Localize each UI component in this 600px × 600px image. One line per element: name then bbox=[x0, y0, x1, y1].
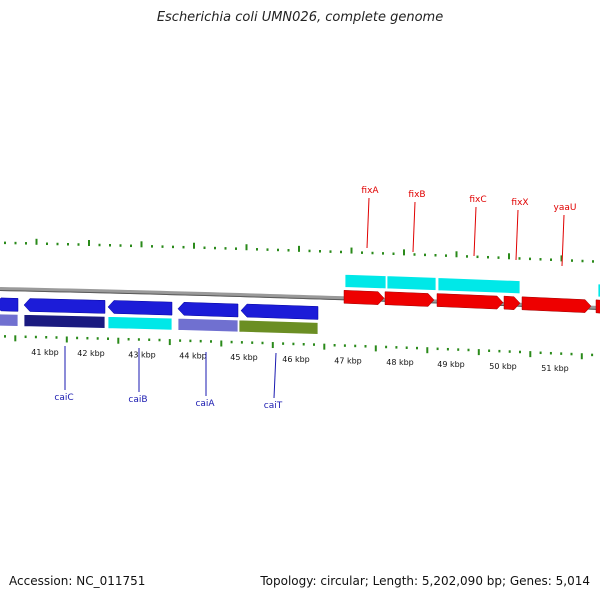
scale-label: 45 kbp bbox=[230, 353, 258, 362]
gene-arrow-forward[interactable] bbox=[436, 293, 504, 310]
genome-summary-text: Topology: circular; Length: 5,202,090 bp… bbox=[260, 574, 590, 588]
gene-label-caiC[interactable]: caiC bbox=[54, 393, 73, 403]
gene-leader-line bbox=[515, 209, 519, 261]
gene-arrow-reverse[interactable] bbox=[23, 298, 106, 314]
gene-arrow-forward[interactable] bbox=[384, 291, 435, 307]
gene-arrow-forward[interactable] bbox=[503, 295, 521, 310]
gene-leader-line bbox=[473, 206, 477, 257]
scale-label: 51 kbp bbox=[541, 364, 569, 373]
gene-arrow-forward[interactable] bbox=[595, 299, 600, 314]
gene-feature-box[interactable] bbox=[238, 319, 319, 335]
gene-arrow-reverse[interactable] bbox=[0, 297, 19, 312]
scale-label: 42 kbp bbox=[77, 349, 105, 358]
gene-arrow-reverse[interactable] bbox=[107, 300, 173, 316]
gene-label-caiA[interactable]: caiA bbox=[195, 399, 215, 409]
scale-label: 50 kbp bbox=[489, 362, 517, 371]
gene-label-caiB[interactable]: caiB bbox=[128, 395, 147, 405]
gene-feature-box[interactable] bbox=[386, 275, 437, 291]
gene-leader-line bbox=[273, 352, 277, 399]
gene-arrow-reverse[interactable] bbox=[177, 302, 239, 318]
gene-feature-box[interactable] bbox=[23, 314, 106, 329]
gene-label-fixA[interactable]: fixA bbox=[361, 186, 379, 196]
gene-feature-box[interactable] bbox=[437, 277, 521, 295]
map-title: Escherichia coli UMN026, complete genome bbox=[156, 10, 444, 25]
scale-label: 48 kbp bbox=[386, 358, 414, 367]
gene-leader-line bbox=[412, 201, 416, 253]
gene-label-yaaU[interactable]: yaaU bbox=[554, 203, 577, 213]
scale-label: 44 kbp bbox=[179, 352, 207, 361]
accession-text: Accession: NC_011751 bbox=[9, 574, 146, 588]
gene-arrow-forward[interactable] bbox=[343, 290, 385, 305]
gene-label-fixX[interactable]: fixX bbox=[511, 198, 528, 208]
gene-label-caiT[interactable]: caiT bbox=[264, 401, 283, 411]
gene-feature-box[interactable] bbox=[177, 317, 239, 333]
gene-feature-box[interactable] bbox=[107, 316, 173, 331]
scale-label: 49 kbp bbox=[437, 360, 465, 369]
gene-label-fixC[interactable]: fixC bbox=[469, 195, 486, 205]
gene-leader-line bbox=[561, 214, 565, 267]
scale-label: 41 kbp bbox=[31, 348, 59, 357]
gene-arrow-forward[interactable] bbox=[521, 296, 592, 313]
gene-leader-line bbox=[366, 197, 370, 249]
scale-label: 43 kbp bbox=[128, 350, 156, 359]
gene-arrow-reverse[interactable] bbox=[240, 303, 319, 320]
scale-label: 46 kbp bbox=[282, 355, 310, 364]
gene-feature-box[interactable] bbox=[0, 313, 19, 327]
gene-feature-box[interactable] bbox=[344, 273, 387, 290]
scale-label: 47 kbp bbox=[334, 356, 362, 365]
gene-label-fixB[interactable]: fixB bbox=[408, 190, 425, 200]
